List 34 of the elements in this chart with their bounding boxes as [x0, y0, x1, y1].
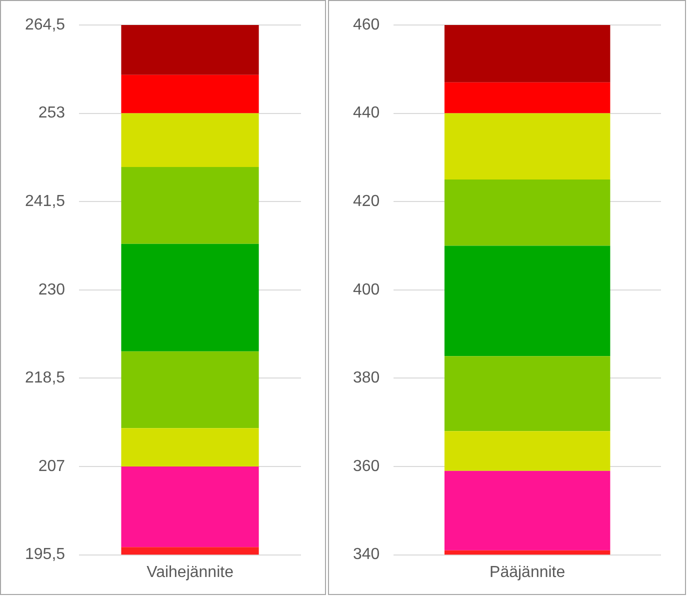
bar [121, 466, 259, 548]
bar [444, 113, 610, 180]
y-tick-label: 460 [352, 16, 380, 34]
x-tick-label: Pääjännite [490, 564, 566, 581]
bar [444, 550, 610, 555]
y-tick-label: 440 [352, 104, 380, 122]
y-tick-label: 230 [38, 281, 66, 298]
bar [121, 25, 259, 75]
y-tick-label: 195,5 [24, 546, 66, 564]
bar [444, 246, 610, 356]
y-tick-label: 253 [38, 104, 66, 122]
y-tick-label: 207 [38, 458, 66, 475]
y-tick-label: 420 [352, 193, 380, 210]
y-tick-label: 218,5 [24, 370, 66, 387]
bar [444, 470, 610, 550]
bar [121, 428, 259, 466]
bar [121, 74, 259, 114]
y-tick-label: 360 [352, 458, 380, 475]
bar [444, 431, 610, 471]
bar [121, 547, 259, 555]
bar [444, 180, 610, 246]
bar [444, 25, 610, 82]
bar [444, 356, 610, 432]
bar [444, 82, 610, 114]
y-tick-label: 340 [352, 546, 380, 564]
y-tick-label: 400 [352, 281, 380, 298]
bar [121, 113, 259, 168]
y-tick-label: 264,5 [24, 16, 66, 34]
y-tick-label: 241,5 [24, 193, 66, 210]
bar [121, 351, 259, 428]
bar [121, 244, 259, 352]
x-tick-label: Vaihejännite [146, 564, 234, 581]
y-tick-label: 380 [352, 370, 380, 387]
bar [121, 167, 259, 244]
